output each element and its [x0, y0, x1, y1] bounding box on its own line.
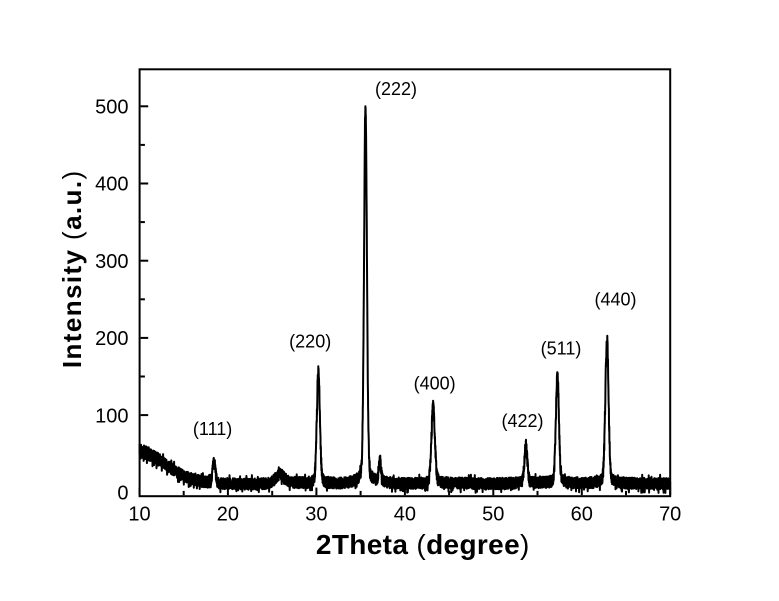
svg-text:(400): (400) — [414, 373, 456, 393]
svg-text:(422): (422) — [501, 411, 543, 431]
svg-text:10: 10 — [128, 504, 150, 526]
svg-text:0: 0 — [117, 483, 128, 505]
svg-text:(111): (111) — [193, 419, 232, 439]
svg-text:500: 500 — [95, 97, 128, 119]
svg-text:60: 60 — [571, 504, 593, 526]
svg-text:2Theta (degree): 2Theta (degree) — [316, 529, 530, 560]
svg-text:30: 30 — [305, 504, 327, 526]
svg-text:20: 20 — [217, 504, 239, 526]
svg-text:(222): (222) — [375, 79, 417, 99]
svg-text:400: 400 — [95, 174, 128, 196]
svg-text:100: 100 — [95, 405, 128, 427]
svg-text:Intensity (a.u.): Intensity (a.u.) — [57, 169, 87, 368]
svg-text:(440): (440) — [594, 289, 636, 309]
svg-text:(220): (220) — [289, 332, 331, 352]
svg-text:300: 300 — [95, 251, 128, 273]
svg-text:200: 200 — [95, 328, 128, 350]
svg-text:(511): (511) — [541, 338, 582, 358]
svg-text:50: 50 — [482, 504, 504, 526]
svg-text:70: 70 — [659, 504, 681, 526]
svg-text:40: 40 — [394, 504, 416, 526]
